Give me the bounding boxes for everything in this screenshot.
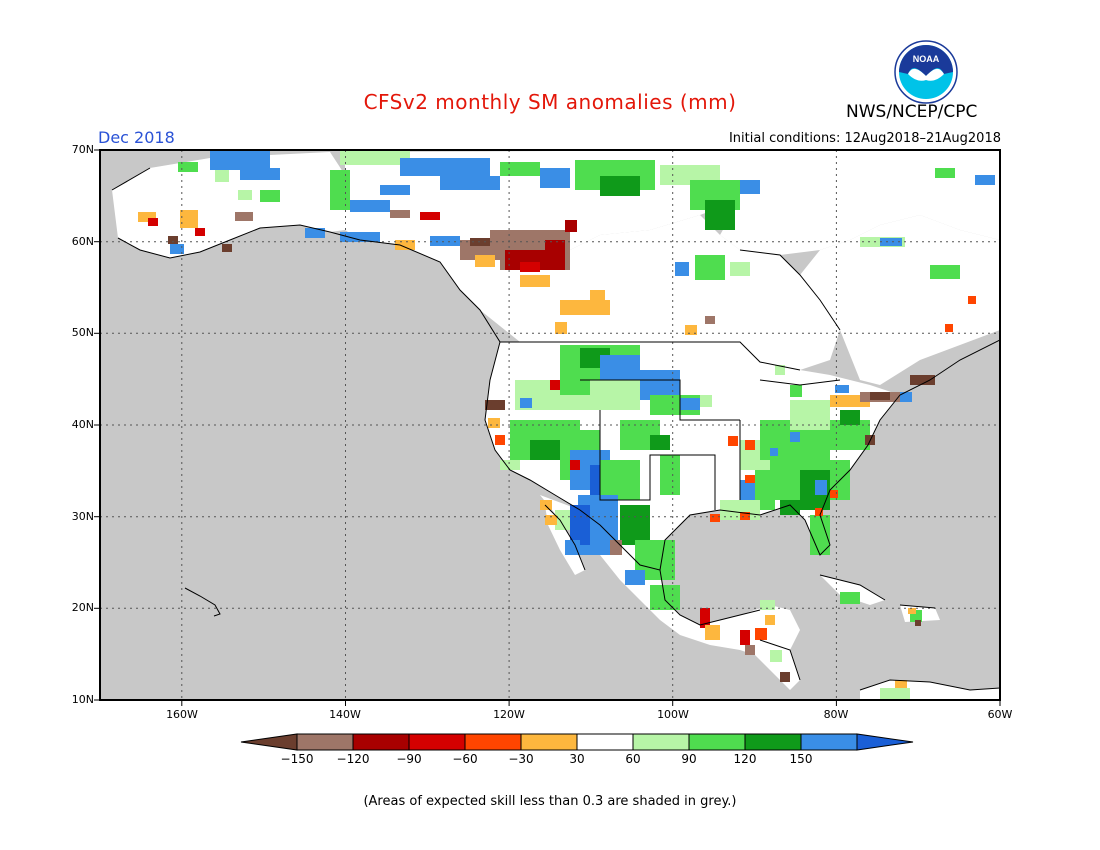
colorbar-label: −60	[452, 752, 478, 766]
lat-label: 70N	[71, 143, 94, 156]
lon-label: 160W	[166, 708, 198, 721]
lon-label: 140W	[329, 708, 361, 721]
initial-conditions-label: Initial conditions: 12Aug2018–21Aug2018	[728, 131, 1001, 146]
colorbar-label: −30	[508, 752, 534, 766]
lat-label: 50N	[71, 326, 94, 339]
valid-month-label: Dec 2018	[98, 128, 175, 147]
colorbar-label: 30	[569, 752, 585, 766]
colorbar-label: 150	[789, 752, 813, 766]
noaa-logo: NOAA	[894, 40, 958, 104]
colorbar-label: −150	[280, 752, 314, 766]
colorbar-label: 120	[733, 752, 757, 766]
colorbar-label: −90	[396, 752, 422, 766]
lon-label: 120W	[493, 708, 525, 721]
footnote: (Areas of expected skill less than 0.3 a…	[363, 794, 737, 809]
lon-label: 80W	[823, 708, 849, 721]
lat-label: 40N	[71, 418, 94, 431]
lat-label: 30N	[71, 510, 94, 523]
lon-label: 60W	[987, 708, 1013, 721]
anomaly-cells	[138, 150, 995, 700]
gridlines	[100, 150, 1000, 700]
svg-text:NOAA: NOAA	[913, 54, 940, 64]
coastlines	[111, 167, 1000, 691]
colorbar-label: 90	[681, 752, 697, 766]
lat-label: 10N	[71, 693, 94, 706]
map-title: CFSv2 monthly SM anomalies (mm)	[363, 90, 737, 114]
lat-label: 60N	[71, 235, 94, 248]
colorbar-label: 60	[625, 752, 641, 766]
agency-label: NWS/NCEP/CPC	[846, 102, 978, 122]
lat-label: 20N	[71, 601, 94, 614]
colorbar-label: −120	[336, 752, 370, 766]
lon-label: 100W	[657, 708, 689, 721]
